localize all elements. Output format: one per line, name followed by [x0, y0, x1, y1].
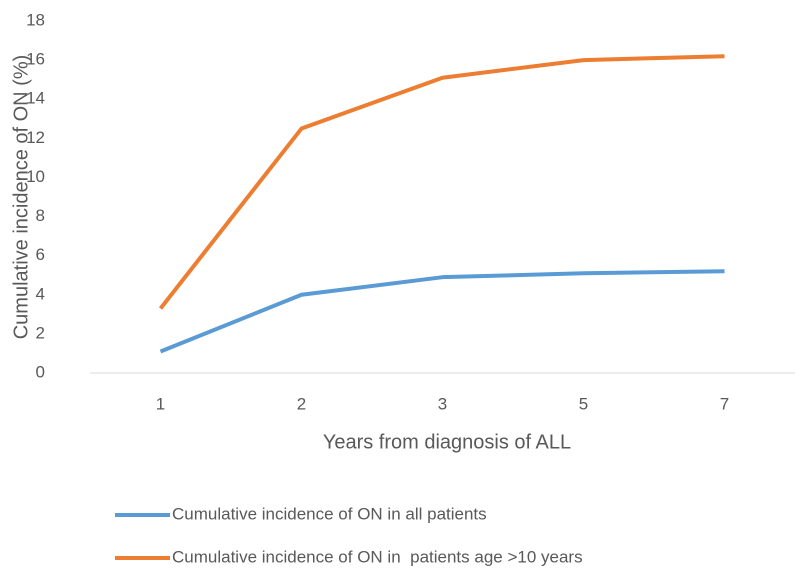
- y-tick-label: 0: [36, 362, 45, 381]
- y-tick-label: 6: [36, 245, 45, 264]
- series-line: [159, 269, 725, 354]
- x-axis-title: Years from diagnosis of ALL: [323, 431, 571, 453]
- x-tick-label: 5: [579, 394, 588, 413]
- legend-label: Cumulative incidence of ON in patients a…: [172, 547, 583, 566]
- legend-label: Cumulative incidence of ON in all patien…: [172, 504, 487, 523]
- x-tick-label: 7: [720, 394, 729, 413]
- y-tick-label: 18: [26, 10, 45, 29]
- y-tick-label: 8: [36, 206, 45, 225]
- y-tick-label: 4: [36, 284, 45, 303]
- y-axis-title: Cumulative incidence of ON (%): [10, 55, 32, 340]
- series-line: [158, 54, 725, 310]
- y-tick-label: 10: [26, 167, 45, 186]
- y-tick-label: 14: [26, 89, 45, 108]
- y-tick-label: 16: [26, 50, 45, 69]
- x-tick-label: 1: [156, 394, 165, 413]
- x-tick-label: 3: [438, 394, 447, 413]
- y-tick-label: 12: [26, 128, 45, 147]
- y-tick-label: 2: [36, 323, 45, 342]
- x-tick-label: 2: [297, 394, 306, 413]
